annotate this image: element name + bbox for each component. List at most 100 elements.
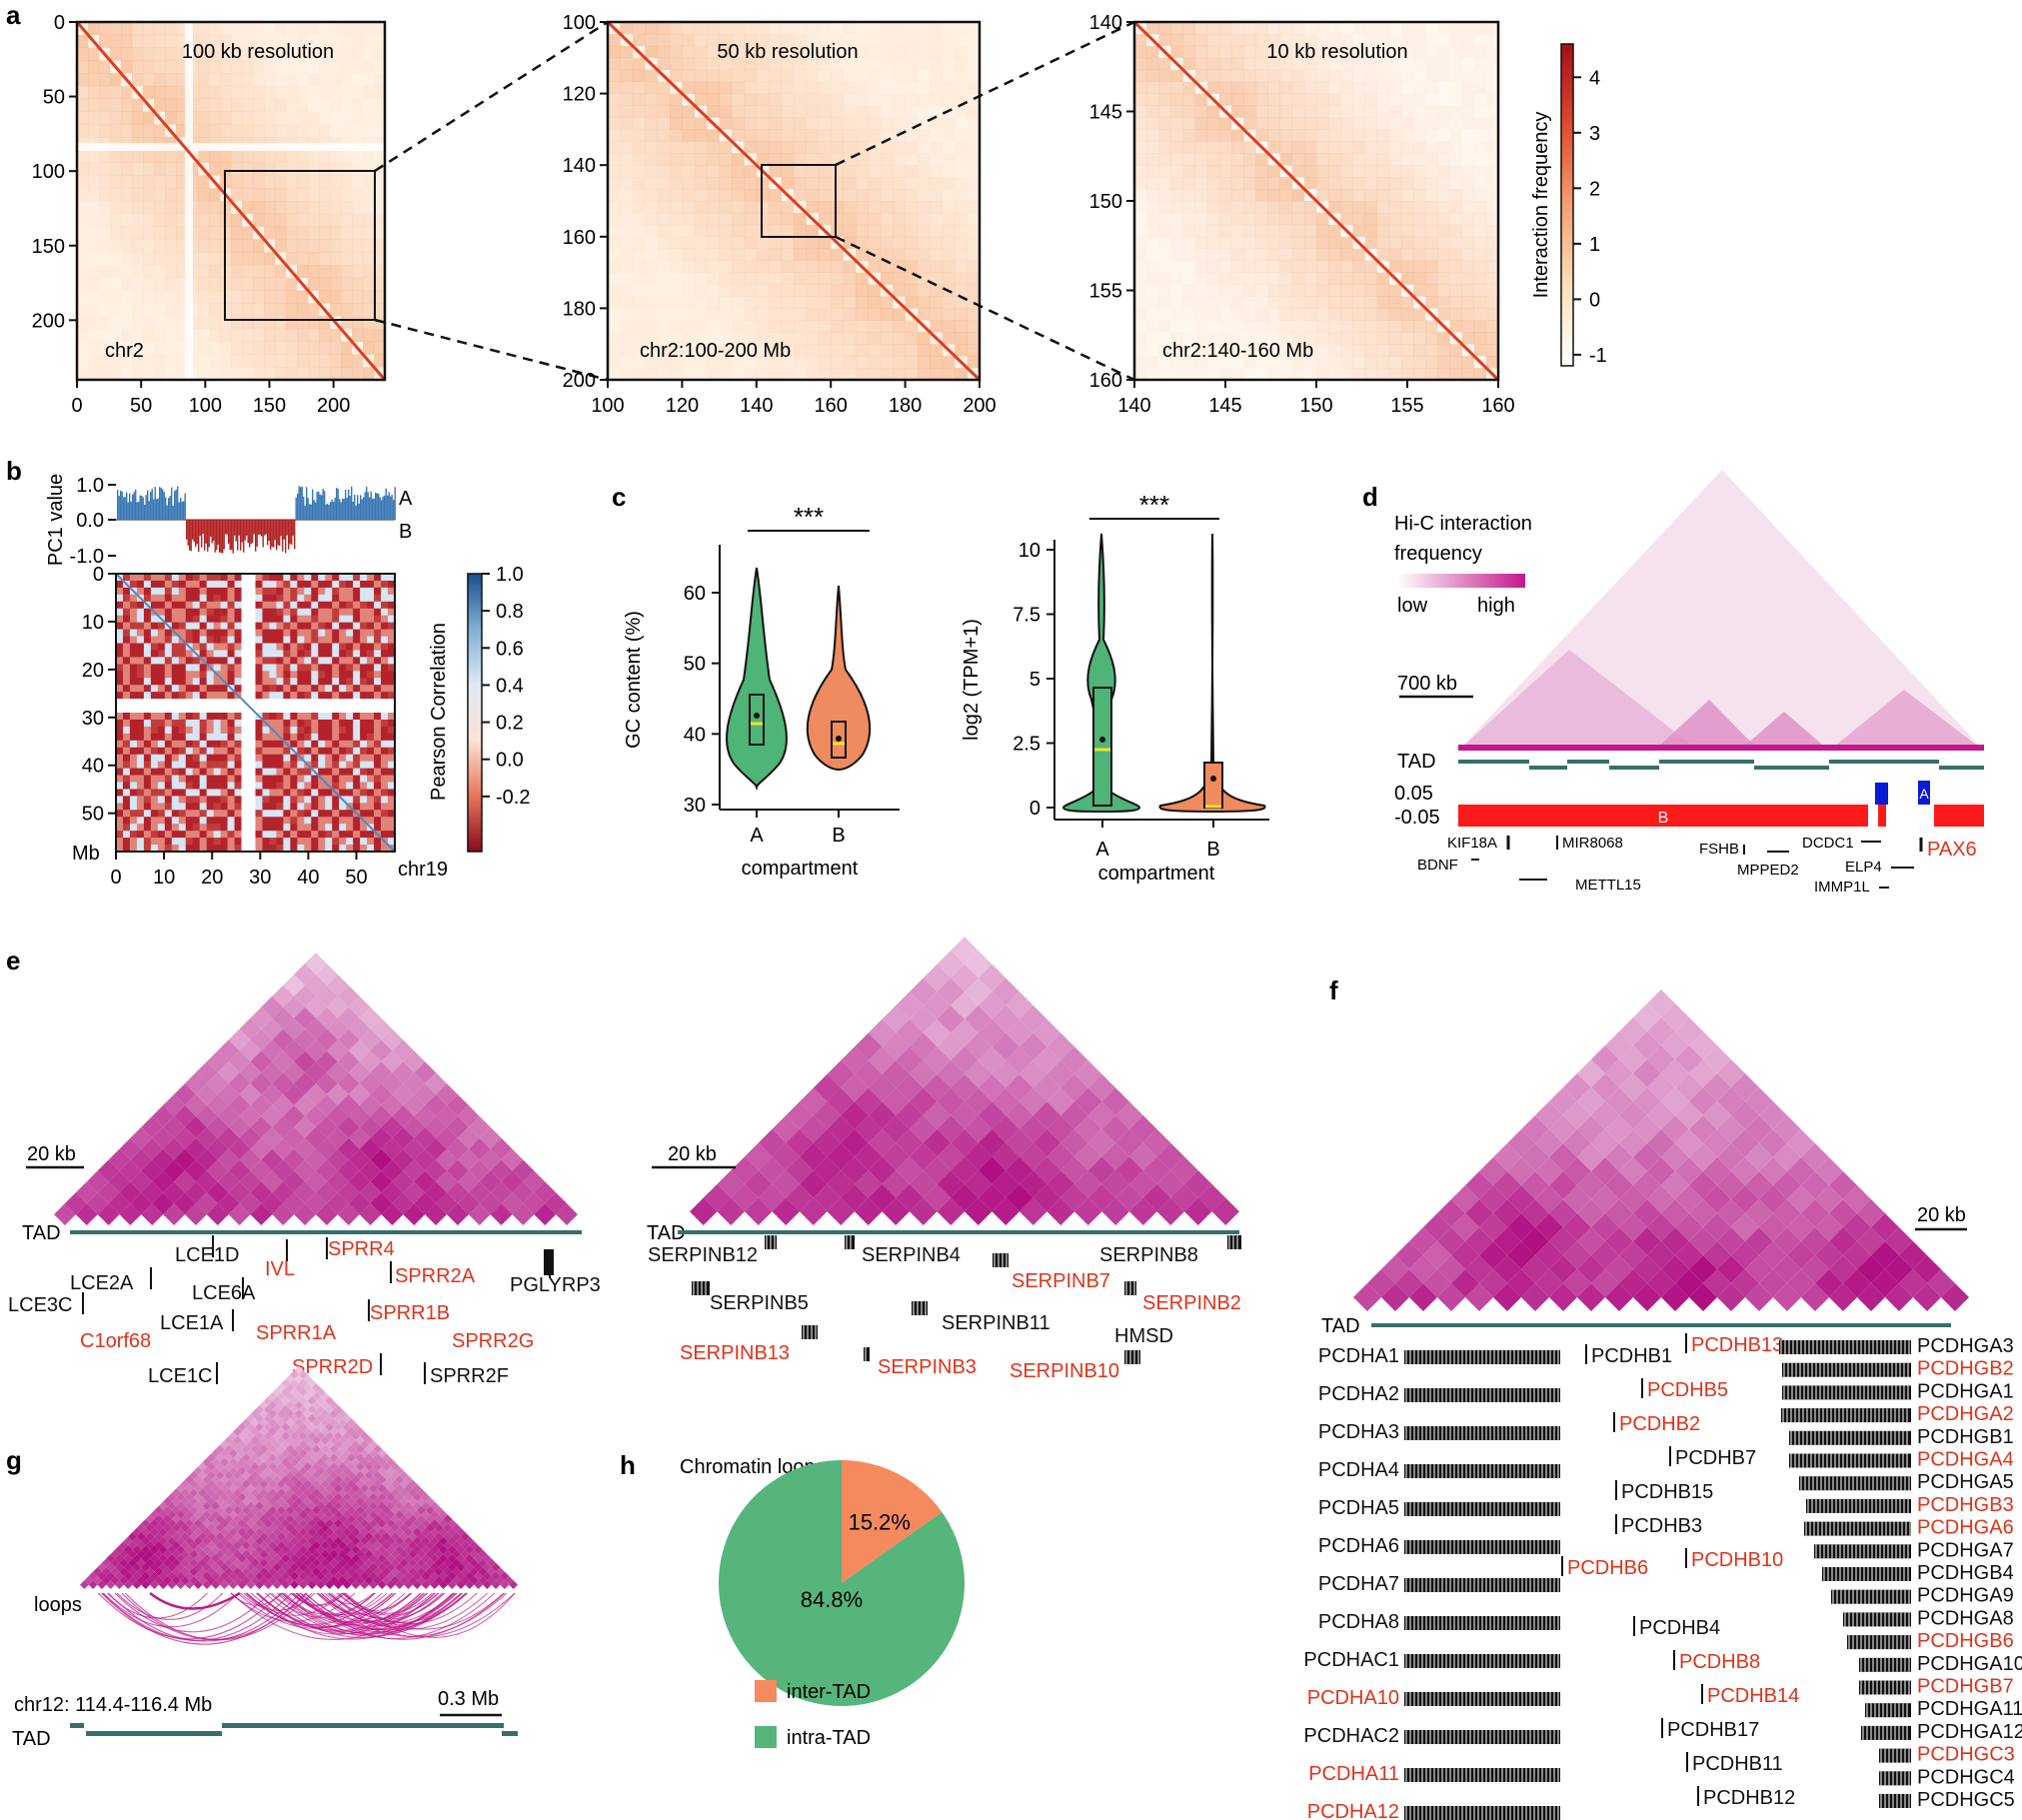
- hic-cell: [1364, 356, 1377, 369]
- corr-cell: [304, 601, 312, 610]
- hic-cell: [286, 226, 298, 240]
- hic-cell: [1328, 332, 1341, 345]
- corr-cell: [206, 719, 214, 728]
- tick-label: 50: [345, 867, 367, 889]
- hic-cell: [682, 236, 696, 250]
- hic-cell: [352, 60, 363, 73]
- corr-cell: [206, 789, 214, 797]
- corr-cell: [374, 733, 382, 742]
- hic-cell: [121, 188, 133, 202]
- corr-cell: [122, 747, 131, 755]
- hic-cell: [831, 308, 844, 321]
- hic-cell: [905, 45, 919, 59]
- corr-cell: [116, 713, 124, 721]
- corr-cell: [157, 601, 166, 610]
- pc1-bar: [210, 520, 212, 538]
- hic-cell: [228, 1115, 251, 1138]
- expression-violin: 107.552.50 log2 (TPM+1) *** A B compartm…: [961, 490, 1269, 885]
- hic-cell: [220, 73, 232, 87]
- hic-cell: [1279, 69, 1293, 82]
- hic-cell: [99, 162, 111, 176]
- corr-cell: [241, 713, 249, 721]
- corr-cell: [304, 733, 312, 742]
- x-tick-label: B: [832, 825, 845, 847]
- corr-cell: [178, 719, 187, 728]
- hic-cell: [880, 368, 894, 381]
- corr-cell: [276, 796, 284, 804]
- hic-cell: [1291, 320, 1305, 333]
- comp-b-label: B: [1658, 810, 1669, 827]
- hic-cell: [1231, 320, 1244, 333]
- hic-cell: [1207, 320, 1219, 332]
- corr-cell: [220, 838, 228, 846]
- hic-cell: [261, 1192, 284, 1215]
- corr-cell: [276, 768, 284, 776]
- corr-cell: [269, 719, 277, 728]
- corr-cell: [192, 747, 200, 755]
- hic-cell: [608, 165, 621, 178]
- hic-cell: [1182, 212, 1195, 226]
- corr-cell: [213, 650, 221, 658]
- corr-cell: [353, 845, 361, 853]
- pc1-bar: [390, 496, 392, 520]
- corr-cell: [262, 594, 270, 603]
- corr-cell: [311, 664, 319, 672]
- corr-cell: [346, 671, 354, 679]
- hic-cell: [231, 47, 243, 61]
- hic-cell: [1206, 236, 1220, 250]
- corr-cell: [220, 574, 228, 582]
- hic-cell: [374, 201, 386, 215]
- hic-cell: [1449, 117, 1461, 129]
- hic-cell: [319, 175, 331, 189]
- hic-cell: [403, 1137, 426, 1160]
- hic-cell: [1158, 272, 1171, 285]
- tick-label: 200: [563, 370, 596, 392]
- hic-cell: [831, 201, 844, 214]
- hic-cell: [967, 189, 981, 202]
- hic-cell: [620, 368, 634, 381]
- hic-cell: [198, 264, 210, 279]
- corr-cell: [290, 733, 298, 742]
- corr-cell: [122, 838, 131, 846]
- hic-cell: [831, 117, 844, 130]
- corr-cell: [339, 601, 347, 610]
- corr-cell: [129, 692, 138, 700]
- corr-cell: [276, 831, 284, 839]
- corr-cell: [150, 664, 159, 672]
- corr-cell: [129, 601, 138, 610]
- hic-cell: [1158, 81, 1171, 94]
- hic-cell: [275, 213, 287, 227]
- hic-cell: [1134, 45, 1147, 59]
- corr-cell: [339, 726, 347, 735]
- corr-cell: [339, 733, 347, 742]
- corr-cell: [136, 643, 145, 651]
- corr-cell: [248, 761, 256, 769]
- corr-cell: [185, 747, 194, 755]
- hic-cell: [468, 1137, 491, 1160]
- corr-cell: [311, 796, 319, 804]
- hic-cell: [141, 1137, 164, 1160]
- corr-cell: [136, 754, 145, 762]
- hic-cell: [645, 177, 658, 190]
- hic-cell: [1473, 201, 1487, 214]
- corr-cell: [248, 636, 256, 644]
- hic-cell: [955, 284, 968, 297]
- corr-cell: [206, 775, 214, 783]
- corr-cell: [290, 671, 298, 679]
- hic-cell: [110, 213, 122, 227]
- hic-cell: [141, 1115, 164, 1138]
- hic-cell: [608, 320, 621, 332]
- pc1-bar: [133, 492, 135, 520]
- corr-cell: [332, 685, 340, 693]
- hic-cell: [1206, 260, 1220, 273]
- hic-cell: [374, 264, 386, 279]
- corr-cell: [262, 608, 270, 616]
- hic-cell: [1352, 248, 1365, 261]
- hic-cell: [732, 93, 745, 106]
- hic-cell: [1206, 248, 1220, 261]
- hic-cell: [1243, 224, 1256, 238]
- hic-cell: [608, 81, 621, 94]
- tick-label: 10: [1018, 540, 1040, 562]
- corr-cell: [234, 657, 242, 665]
- hic-cell: [374, 73, 386, 87]
